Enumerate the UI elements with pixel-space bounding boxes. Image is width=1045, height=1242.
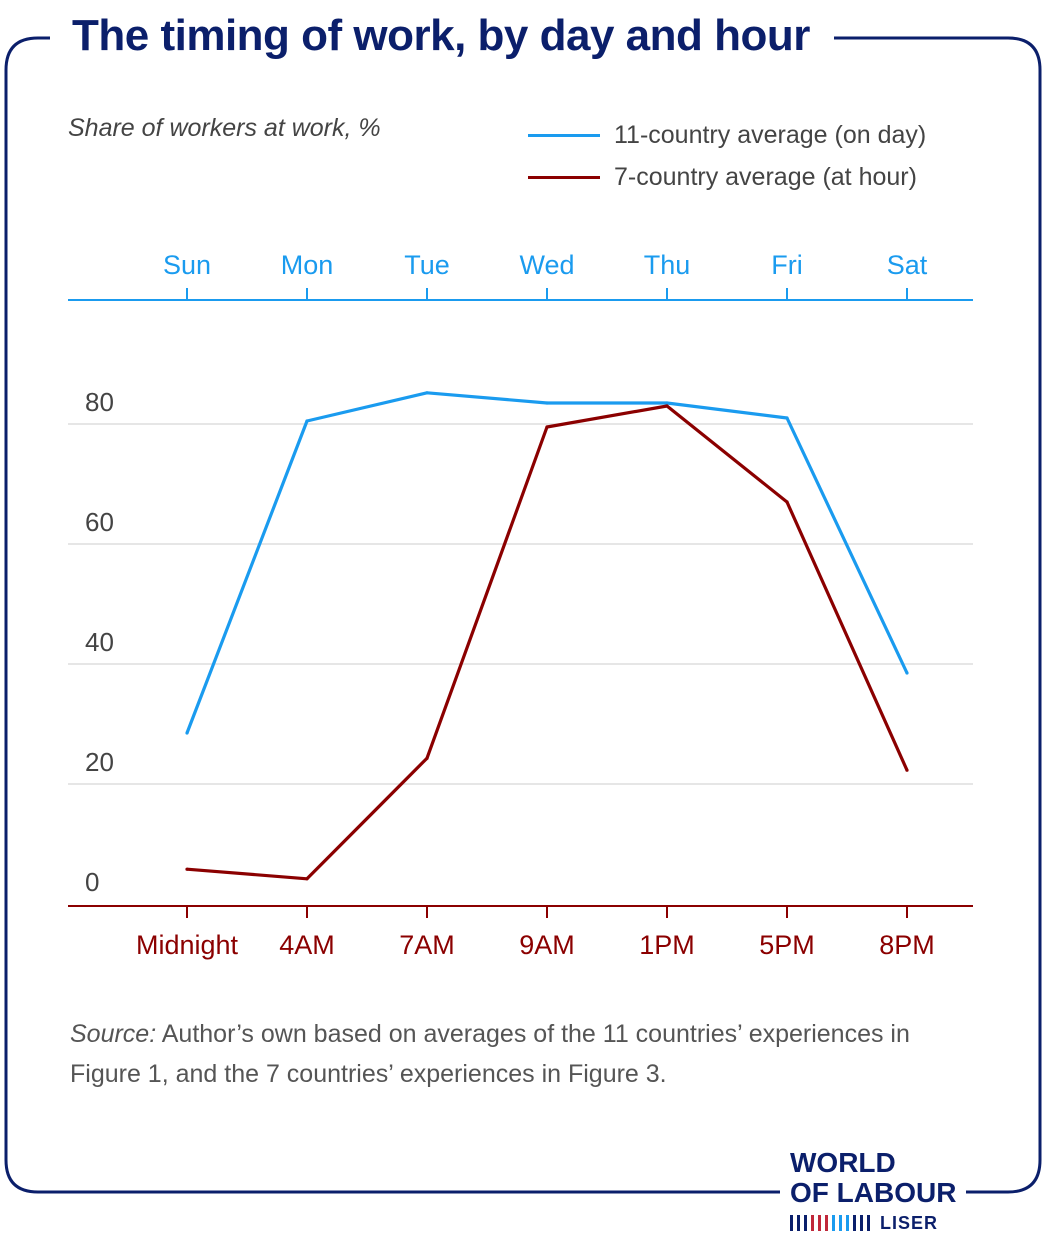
source-prefix: Source:: [70, 1020, 157, 1048]
series-line-day: [185, 391, 909, 734]
legend-swatch-day: [528, 133, 600, 137]
legend-item-day: 11-country average (on day): [528, 114, 926, 156]
data-point-day: [785, 416, 789, 420]
logo-bar: [797, 1215, 800, 1231]
top-axis-label: Mon: [281, 250, 334, 280]
bottom-axis-label: 8PM: [879, 930, 935, 960]
y-tick-label: 0: [85, 867, 99, 897]
logo-bar: [811, 1215, 814, 1231]
top-axis-label: Sat: [887, 250, 928, 280]
legend-label-hour: 7-country average (at hour): [614, 162, 917, 191]
logo-bar: [846, 1215, 849, 1231]
bottom-axis-label: 7AM: [399, 930, 455, 960]
logo-line-1: WORLD: [790, 1147, 896, 1178]
data-point-hour: [305, 877, 309, 881]
top-axis-label: Tue: [404, 250, 450, 280]
data-point-hour: [425, 756, 429, 760]
world-of-labour-logo: WORLD OF LABOUR LISER: [780, 1147, 967, 1234]
legend: 11-country average (on day) 7-country av…: [528, 114, 926, 198]
source-note: Source: Author’s own based on averages o…: [70, 1014, 970, 1094]
logo-bar: [853, 1215, 856, 1231]
data-point-day: [425, 391, 429, 395]
bottom-axis-label: 9AM: [519, 930, 575, 960]
y-tick-label: 80: [85, 387, 114, 417]
top-axis-label: Sun: [163, 250, 211, 280]
bottom-axis-label: 5PM: [759, 930, 815, 960]
series-line-hour: [186, 404, 909, 881]
legend-label-day: 11-country average (on day): [614, 120, 927, 149]
logo-bar: [832, 1215, 835, 1231]
chart-subtitle: Share of workers at work, %: [68, 114, 381, 142]
data-point-hour: [665, 404, 669, 408]
logo-bar: [818, 1215, 821, 1231]
chart-title: The timing of work, by day and hour: [58, 6, 824, 66]
data-point-hour: [785, 500, 789, 504]
data-point-day: [665, 401, 669, 405]
top-axis-label: Thu: [644, 250, 691, 280]
data-point-hour: [545, 425, 549, 429]
logo-bar: [860, 1215, 863, 1231]
logo-line-3: LISER: [880, 1213, 939, 1233]
logo-bar: [867, 1215, 870, 1231]
data-point-day: [545, 401, 549, 405]
legend-item-hour: 7-country average (at hour): [528, 156, 926, 198]
y-tick-label: 60: [85, 507, 114, 537]
bottom-axis-label: 1PM: [639, 930, 695, 960]
top-axis-label: Wed: [519, 250, 574, 280]
data-point-hour: [185, 867, 189, 871]
data-point-day: [185, 731, 189, 735]
y-tick-label: 20: [85, 747, 114, 777]
legend-swatch-hour: [528, 175, 600, 179]
logo-bar: [839, 1215, 842, 1231]
bottom-axis-label: Midnight: [136, 930, 239, 960]
data-point-hour: [905, 768, 909, 772]
logo-bar: [825, 1215, 828, 1231]
y-tick-label: 40: [85, 627, 114, 657]
top-axis-label: Fri: [771, 250, 802, 280]
data-point-day: [305, 419, 309, 423]
line-chart: 0 20 40 60 80 Sun Mon Tue Wed Thu Fri Sat Midnight 4A…: [68, 250, 973, 960]
logo-bar: [804, 1215, 807, 1231]
logo-bar: [790, 1215, 793, 1231]
logo-line-2: OF LABOUR: [790, 1177, 957, 1208]
logo-bars: LISER: [790, 1212, 956, 1234]
source-text: Author’s own based on averages of the 11…: [70, 1020, 910, 1088]
data-point-day: [905, 671, 909, 675]
bottom-axis-label: 4AM: [279, 930, 335, 960]
